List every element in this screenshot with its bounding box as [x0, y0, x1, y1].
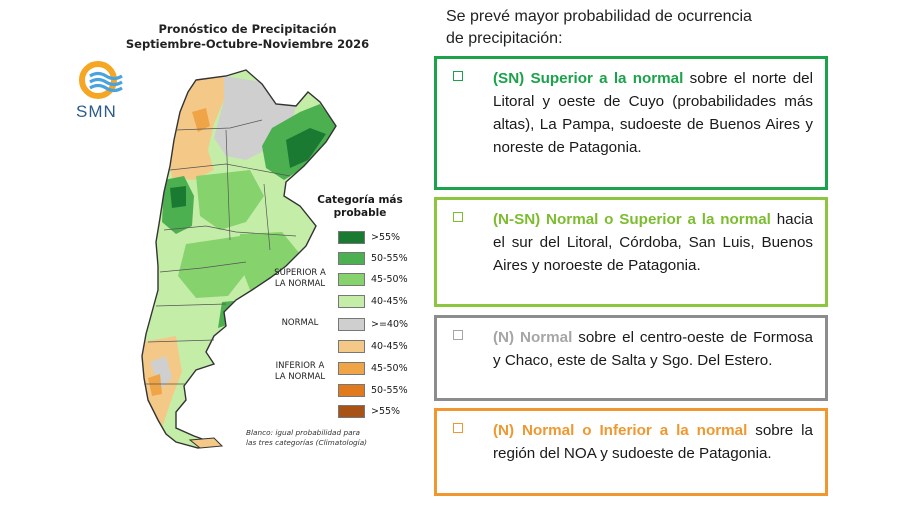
forecast-box-highlight: (N) Normal o Inferior a la normal: [493, 422, 748, 439]
region-lapampa-green: [178, 236, 250, 298]
legend-label-6: 40-45%: [371, 341, 408, 352]
legend-title-line-1: Categoría más: [317, 194, 403, 206]
forecast-box-text: (SN) Superior a la normal sobre el norte…: [493, 67, 813, 159]
legend-swatch-9: [338, 405, 365, 418]
checkbox-bullet-icon: [453, 423, 463, 433]
forecast-box-normal-superior: (N-SN) Normal o Superior a la normal hac…: [434, 197, 828, 307]
intro-text: Se prevé mayor probabilidad de ocurrenci…: [446, 6, 826, 50]
argentina-map: [141, 69, 337, 449]
forecast-map-panel: Pronóstico de Precipitación Septiembre-O…: [0, 0, 440, 505]
map-title: Pronóstico de Precipitación Septiembre-O…: [105, 22, 390, 52]
logo-wave-3: [89, 83, 123, 93]
legend-swatch-8: [338, 384, 365, 397]
legend-group-superior: SUPERIOR A LA NORMAL: [262, 268, 338, 290]
tierra-del-fuego: [188, 437, 224, 449]
region-cuyo-dark-green: [170, 186, 186, 208]
logo-text: SMN: [76, 102, 117, 121]
legend-swatch-4: [338, 295, 365, 308]
legend-note: Blanco: igual probabilidad para las tres…: [246, 428, 406, 448]
map-regions: [142, 70, 336, 448]
legend-label-1: >55%: [371, 232, 401, 243]
legend-label-4: 40-45%: [371, 296, 408, 307]
intro-line-2: de precipitación:: [446, 30, 563, 47]
legend-label-8: 50-55%: [371, 385, 408, 396]
legend-swatch-7: [338, 362, 365, 375]
legend-swatch-6: [338, 340, 365, 353]
map-title-line-2: Septiembre-Octubre-Noviembre 2026: [125, 37, 370, 51]
legend-group-normal: NORMAL: [281, 318, 319, 328]
forecast-box-body: sobre la región del NOA y sudoeste de Pa…: [493, 422, 813, 462]
forecast-box-text: (N-SN) Normal o Superior a la normal hac…: [493, 208, 813, 277]
legend-group-inferior: INFERIOR A LA NORMAL: [262, 361, 338, 383]
legend-label-7: 45-50%: [371, 363, 408, 374]
legend-group-inferior-line-1: INFERIOR A: [275, 361, 325, 371]
forecast-box-highlight: (SN) Superior a la normal: [493, 70, 684, 87]
legend-swatch-5: [338, 318, 365, 331]
legend-note-line-1: Blanco: igual probabilidad para: [246, 428, 361, 437]
forecast-box-body: hacia el sur del Litoral, Córdoba, San L…: [493, 211, 814, 274]
checkbox-bullet-icon: [453, 330, 463, 340]
forecast-box-text: (N) Normal o Inferior a la normal sobre …: [493, 419, 813, 465]
forecast-box-text: (N) Normal sobre el centro-oeste de Form…: [493, 326, 813, 372]
forecast-box-body: sobre el norte del Litoral y oeste de Cu…: [493, 70, 813, 156]
legend-group-superior-line-2: LA NORMAL: [274, 279, 326, 289]
forecast-box-normal: (N) Normal sobre el centro-oeste de Form…: [434, 315, 828, 401]
region-patagonia-darker-orange: [148, 374, 162, 396]
intro-line-1: Se prevé mayor probabilidad de ocurrenci…: [446, 8, 752, 25]
legend-swatch-3: [338, 273, 365, 286]
checkbox-bullet-icon: [453, 71, 463, 81]
region-patagonia-gray: [150, 356, 172, 390]
legend-label-3: 45-50%: [371, 274, 408, 285]
legend-label-9: >55%: [371, 406, 401, 417]
legend-swatch-2: [338, 252, 365, 265]
forecast-box-highlight: (N-SN) Normal o Superior a la normal: [493, 211, 771, 228]
legend-label-2: 50-55%: [371, 253, 408, 264]
logo-wave-1: [89, 71, 123, 81]
legend-label-5: >=40%: [371, 319, 409, 330]
map-title-line-1: Pronóstico de Precipitación: [158, 22, 337, 36]
legend-title: Categoría más probable: [310, 194, 410, 220]
forecast-box-highlight: (N) Normal: [493, 329, 573, 346]
region-noa-darker: [192, 108, 210, 132]
region-bsas-green: [240, 232, 300, 290]
region-litoral-dark-green: [286, 128, 326, 168]
checkbox-bullet-icon: [453, 212, 463, 222]
legend-note-line-2: las tres categorías (Climatología): [246, 438, 368, 447]
legend-swatch-1: [338, 231, 365, 244]
forecast-box-body: sobre el centro-oeste de Formosa y Chaco…: [493, 329, 813, 369]
forecast-box-superior: (SN) Superior a la normal sobre el norte…: [434, 56, 828, 190]
legend-group-superior-line-1: SUPERIOR A: [274, 268, 326, 278]
region-cordoba-green: [196, 170, 264, 230]
legend-group-inferior-line-2: LA NORMAL: [274, 372, 326, 382]
forecast-box-normal-inferior: (N) Normal o Inferior a la normal sobre …: [434, 408, 828, 496]
legend-title-line-2: probable: [333, 207, 387, 219]
province-borders: [144, 119, 297, 385]
smn-logo-icon: [79, 61, 123, 99]
logo-wave-2: [89, 77, 123, 87]
